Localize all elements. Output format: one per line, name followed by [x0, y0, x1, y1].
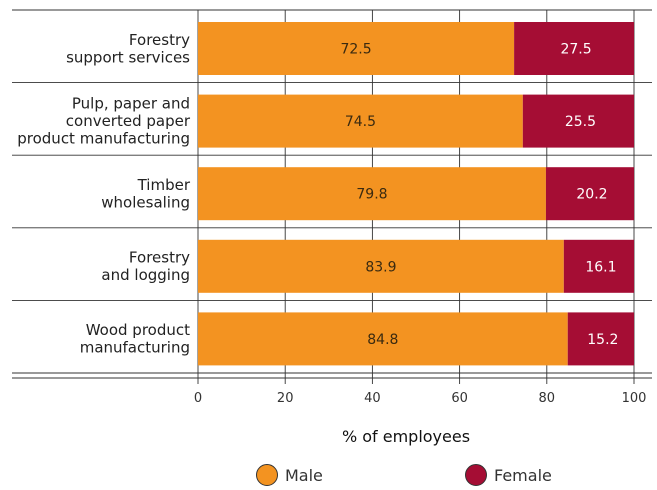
legend-label-female: Female: [494, 466, 552, 485]
bar-female-3: [563, 239, 634, 293]
legend-label-male: Male: [285, 466, 323, 485]
data-label-female-0: 27.5: [560, 42, 591, 58]
x-tick-label-80: 80: [539, 391, 556, 406]
data-label-female-3: 16.1: [585, 259, 616, 275]
category-label-3: Forestry and logging: [101, 249, 190, 285]
data-label-female-4: 15.2: [587, 332, 618, 348]
data-label-male-3: 83.9: [365, 259, 396, 275]
data-label-male-0: 72.5: [340, 42, 371, 58]
data-label-female-1: 25.5: [565, 114, 596, 130]
category-label-4: Wood product manufacturing: [80, 321, 190, 357]
x-axis-title: % of employees: [342, 427, 470, 446]
x-axis: 0 20 40 60 80 100: [12, 377, 652, 406]
x-tick-label-20: 20: [277, 391, 294, 406]
legend: Male Female: [256, 464, 552, 486]
bar-female-4: [567, 312, 634, 366]
x-tick-label-60: 60: [451, 391, 468, 406]
data-label-male-2: 79.8: [356, 187, 387, 203]
data-label-female-2: 20.2: [576, 187, 607, 203]
bar-male-0: [198, 22, 515, 75]
bars: 72.5 27.5 74.5 25.5 79.8 20.2 83.9 16.1 84.8 15.2: [198, 22, 634, 366]
bar-male-3: [198, 239, 564, 293]
category-label-2: Timber wholesaling: [101, 176, 191, 212]
x-tick-label-100: 100: [622, 391, 647, 406]
bar-female-2: [545, 167, 634, 221]
bar-male-2: [198, 167, 546, 221]
x-tick-label-0: 0: [194, 391, 202, 406]
legend-swatch-male: [256, 464, 278, 486]
category-label-1: Pulp, paper and converted paper product ma…: [17, 95, 191, 148]
category-label-0: Forestry support services: [66, 31, 190, 67]
bar-male-4: [198, 312, 568, 366]
category-labels: Forestry support services Pulp, paper and c…: [17, 31, 191, 357]
x-tick-label-40: 40: [364, 391, 381, 406]
data-label-male-1: 74.5: [345, 114, 376, 130]
bar-female-1: [522, 94, 634, 148]
data-label-male-4: 84.8: [367, 332, 398, 348]
bar-male-1: [198, 94, 523, 148]
bar-female-0: [514, 22, 634, 75]
legend-swatch-female: [465, 464, 487, 486]
